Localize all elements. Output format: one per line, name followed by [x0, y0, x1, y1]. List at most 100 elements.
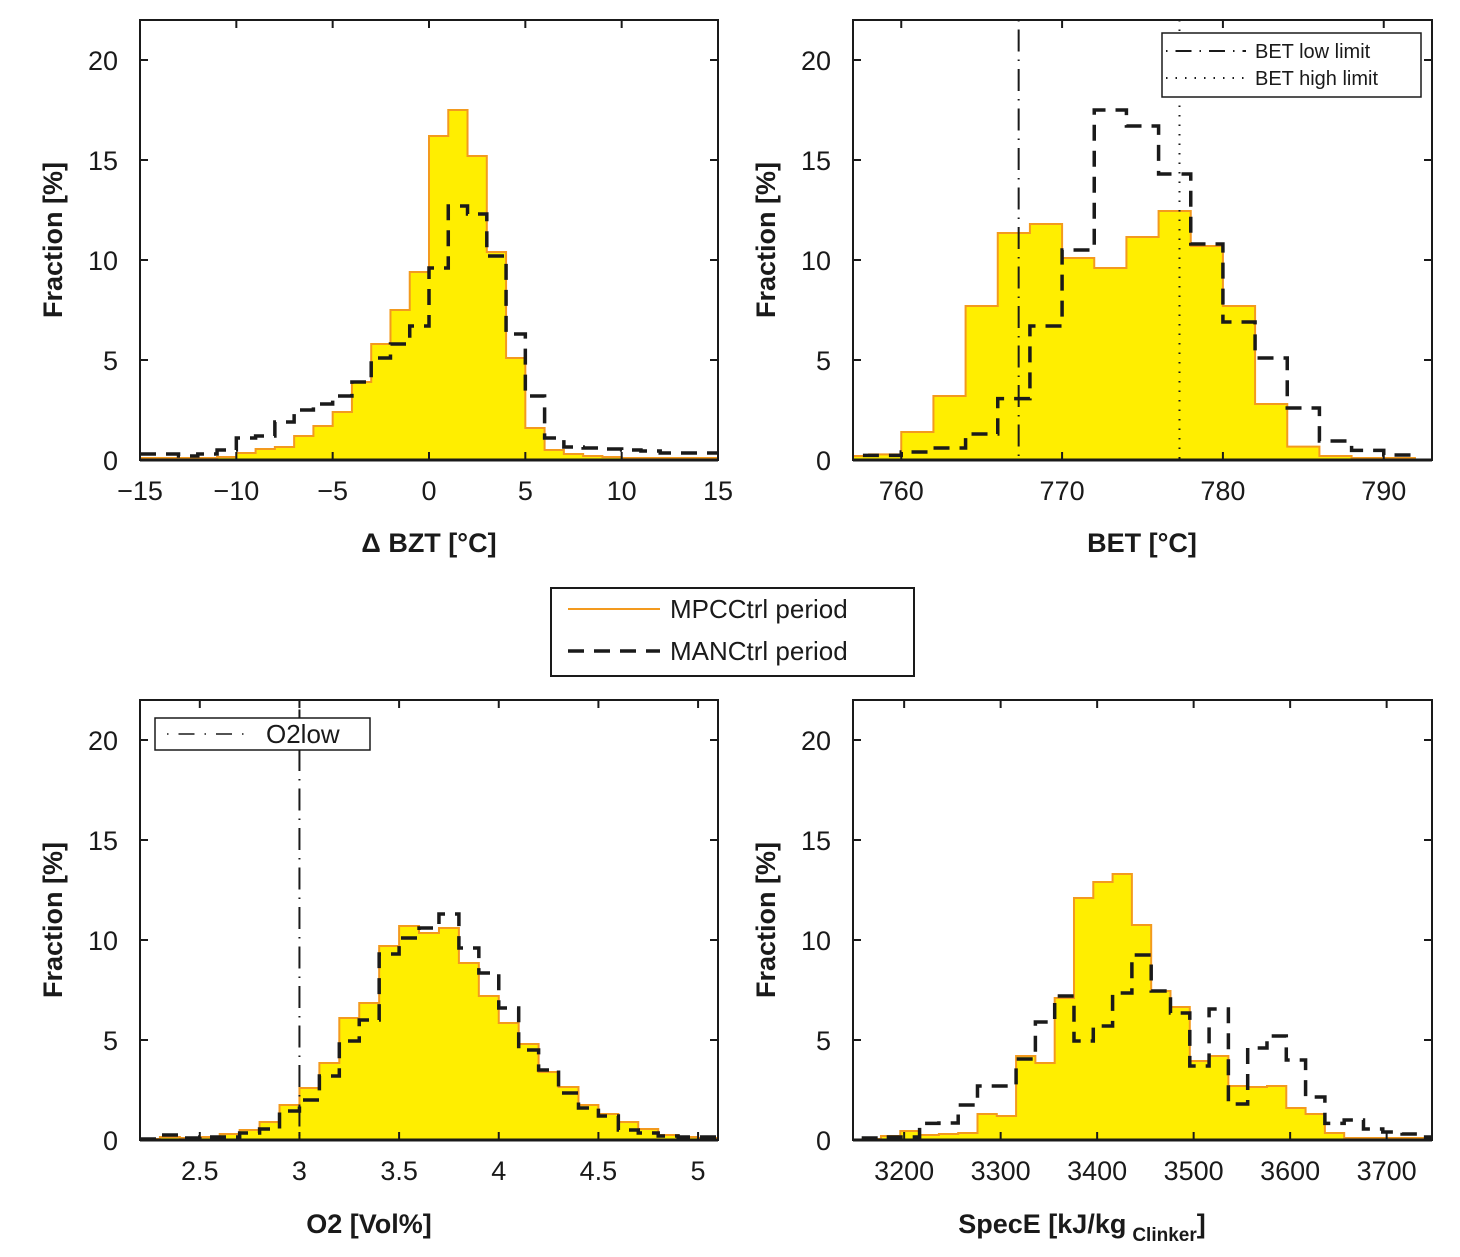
- y-tick-label-o2: 10: [88, 926, 118, 956]
- mpc-bar-o2: [399, 926, 420, 1140]
- legend-label-bet-low: BET low limit: [1255, 41, 1371, 63]
- xlabel-spece-main: SpecE [kJ/kg: [958, 1209, 1126, 1239]
- plot-area-o2: [140, 700, 718, 1140]
- y-tick-label-o2: 20: [88, 726, 118, 756]
- mpc-bar-spece: [1016, 1056, 1036, 1140]
- mpc-bar-o2: [578, 1105, 599, 1140]
- mpc-bar-o2: [498, 1023, 519, 1140]
- x-tick-label-spece: 3400: [1067, 1156, 1127, 1186]
- mpc-bar-o2: [538, 1072, 559, 1140]
- mpc-bar-o2: [618, 1122, 639, 1140]
- mpc-bar-bet: [1287, 446, 1320, 460]
- mpc-bar-bet: [997, 233, 1030, 460]
- xlabel-bzt: Δ BZT [°C]: [361, 528, 496, 558]
- mpc-bar-bzt: [563, 454, 584, 460]
- mpc-bar-bzt: [274, 447, 295, 460]
- mpc-bar-bet: [1222, 306, 1256, 460]
- plot-area-bet: [853, 20, 1416, 460]
- x-tick-label-o2: 3.5: [380, 1156, 418, 1186]
- mpc-bar-bzt: [544, 450, 564, 460]
- mpc-bar-bet: [1255, 404, 1288, 460]
- mpc-bar-spece: [1035, 1063, 1055, 1140]
- mpc-bar-bet: [1190, 246, 1223, 460]
- mpc-bar-o2: [339, 1018, 360, 1140]
- panel-bet: 760 770 780 790 0 5 10 15 20: [801, 19, 1433, 506]
- mpc-bar-spece: [1131, 925, 1152, 1140]
- mpc-bar-spece: [1305, 1114, 1325, 1140]
- mpc-bar-bzt: [313, 426, 333, 460]
- mpc-bar-o2: [359, 1003, 380, 1140]
- legend-label-mpc: MPCCtrl period: [670, 594, 848, 624]
- mpc-bar-bet: [869, 454, 902, 460]
- xlabel-spece-suffix: ]: [1197, 1209, 1206, 1239]
- mpc-bar-bzt: [467, 156, 487, 460]
- mpc-bar-bet: [1029, 224, 1063, 460]
- mpc-bar-spece: [919, 1135, 939, 1140]
- legend-label-man: MANCtrl period: [670, 636, 848, 666]
- x-tick-label-bzt: 15: [703, 476, 733, 506]
- ylabel-bet: Fraction [%]: [751, 162, 781, 318]
- xlabel-bet: BET [°C]: [1087, 528, 1197, 558]
- x-tick-label-spece: 3700: [1357, 1156, 1417, 1186]
- mpc-bar-o2: [598, 1114, 619, 1140]
- mpc-bar-bzt: [236, 453, 256, 460]
- main-legend: MPCCtrl period MANCtrl period: [550, 587, 915, 677]
- mpc-bar-spece: [1093, 882, 1113, 1140]
- x-tick-label-o2: 4: [491, 1156, 506, 1186]
- mpc-histogram-outline-bet: [853, 210, 1416, 459]
- y-tick-label-bet: 10: [801, 246, 831, 276]
- mpc-bar-spece: [1054, 998, 1074, 1140]
- mpc-bar-bzt: [332, 412, 352, 460]
- mpc-bar-spece: [1266, 1086, 1287, 1140]
- mpc-bar-bzt: [351, 382, 372, 460]
- mpc-bar-bzt: [583, 456, 603, 460]
- mpc-bar-bet: [1094, 268, 1127, 460]
- mpc-bar-o2: [279, 1105, 300, 1140]
- mpc-bar-bzt: [486, 252, 507, 460]
- mpc-bar-spece: [1228, 1086, 1248, 1140]
- mpc-bar-bzt: [294, 436, 314, 460]
- y-tick-label-o2: 5: [103, 1026, 118, 1056]
- mpc-bar-bzt: [506, 358, 526, 460]
- x-tick-label-bzt: −5: [317, 476, 348, 506]
- x-tick-label-spece: 3300: [971, 1156, 1031, 1186]
- x-tick-label-bzt: −15: [117, 476, 163, 506]
- plot-area-spece: [861, 873, 1432, 1140]
- mpc-bar-spece: [1170, 1007, 1190, 1140]
- mpc-bar-bet: [965, 306, 998, 460]
- panel-spece: 3200 3300 3400 3500 3600 3700 0 5 10 15 20: [801, 699, 1433, 1186]
- x-tick-label-spece: 3600: [1260, 1156, 1320, 1186]
- mpc-bar-spece: [1189, 1061, 1210, 1140]
- y-tick-label-bzt: 10: [88, 246, 118, 276]
- mpc-bar-o2: [658, 1135, 679, 1140]
- ylabel-o2: Fraction [%]: [38, 842, 68, 998]
- mpc-bar-bet: [1158, 211, 1191, 460]
- y-tick-label-spece: 15: [801, 826, 831, 856]
- man-histogram-bzt: [140, 204, 718, 458]
- x-tick-label-bet: 780: [1200, 476, 1245, 506]
- bet-legend: BET low limit BET high limit: [1161, 32, 1422, 98]
- man-histogram-o2: [140, 912, 718, 1140]
- y-tick-label-spece: 5: [816, 1026, 831, 1056]
- y-tick-label-bet: 0: [816, 446, 831, 476]
- mpc-bar-spece: [1112, 874, 1132, 1140]
- x-tick-label-bzt: 0: [421, 476, 436, 506]
- xlabel-spece: SpecE [kJ/kg Clinker]: [958, 1209, 1206, 1246]
- y-tick-label-o2: 0: [103, 1126, 118, 1156]
- mpc-bar-o2: [259, 1122, 280, 1140]
- mpc-bar-spece: [900, 1131, 920, 1140]
- mpc-bar-spece: [1073, 898, 1094, 1140]
- x-tick-label-bet: 790: [1361, 476, 1406, 506]
- mpc-bar-bet: [1062, 258, 1095, 460]
- x-tick-label-bzt: 10: [607, 476, 637, 506]
- mpc-bar-o2: [458, 963, 479, 1140]
- man-histogram-spece: [861, 953, 1432, 1140]
- y-tick-label-o2: 15: [88, 826, 118, 856]
- legend-label-bet-high: BET high limit: [1255, 68, 1378, 90]
- mpc-bar-spece: [1324, 1133, 1345, 1140]
- y-tick-label-bet: 20: [801, 46, 831, 76]
- mpc-bar-bet: [1126, 237, 1159, 460]
- x-tick-label-o2: 2.5: [181, 1156, 219, 1186]
- mpc-bar-spece: [938, 1134, 959, 1140]
